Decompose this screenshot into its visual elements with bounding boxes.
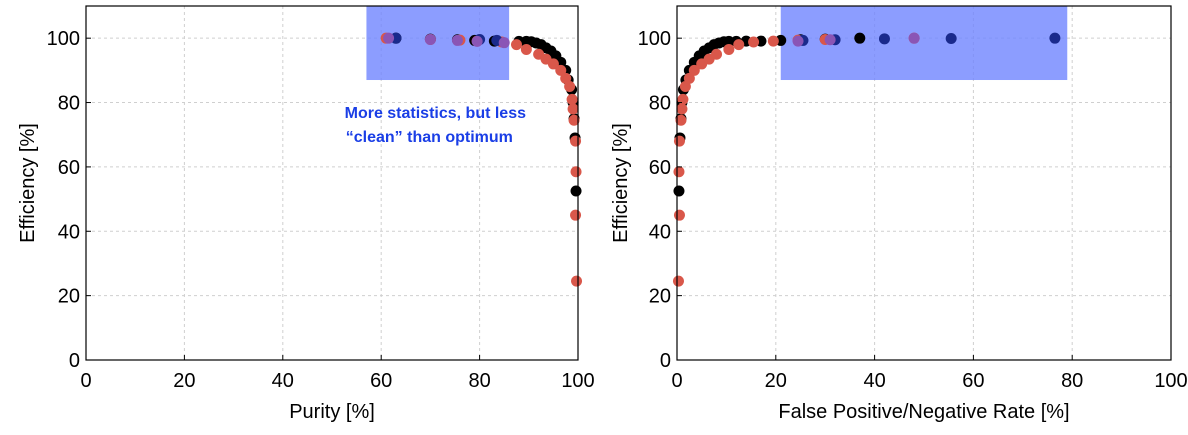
x-tick-label: 40 (272, 370, 294, 392)
data-point (854, 32, 866, 44)
x-tick-label: 20 (765, 370, 787, 392)
data-point (767, 35, 779, 47)
x-tick-label: 60 (962, 370, 984, 392)
y-axis-label: Efficiency [%] (610, 123, 632, 243)
x-axis-label: Purity [%] (289, 401, 375, 423)
data-point (672, 275, 684, 287)
data-point (723, 43, 735, 55)
y-tick-label: 80 (649, 93, 671, 115)
y-tick-label: 40 (649, 221, 671, 243)
data-point (566, 93, 578, 105)
data-point (555, 64, 567, 76)
data-point (792, 35, 804, 47)
data-point (675, 114, 687, 126)
data-point (383, 32, 395, 44)
annotation-text: More statistics, but less (345, 105, 526, 122)
data-point (471, 35, 483, 47)
data-point (564, 80, 576, 92)
x-tick-label: 100 (1154, 370, 1187, 392)
y-tick-label: 20 (58, 286, 80, 308)
data-point (878, 33, 890, 45)
y-tick-label: 80 (58, 93, 80, 115)
y-tick-label: 20 (649, 286, 671, 308)
x-tick-label: 0 (80, 370, 91, 392)
y-tick-label: 60 (58, 157, 80, 179)
data-point (568, 114, 580, 126)
data-point (824, 34, 836, 46)
y-tick-label: 100 (47, 28, 80, 50)
y-tick-label: 100 (638, 28, 671, 50)
y-tick-label: 40 (58, 221, 80, 243)
y-tick-label: 0 (660, 350, 671, 372)
x-tick-label: 80 (1061, 370, 1083, 392)
data-point (945, 33, 957, 45)
data-point (711, 48, 723, 60)
y-tick-label: 0 (69, 350, 80, 372)
data-point (683, 72, 695, 84)
y-tick-label: 60 (649, 157, 671, 179)
purity-efficiency-panel: 0 20 40 60 80 100 0 20 40 60 80 100 Purity [%] Effici… (17, 5, 595, 423)
data-point (673, 185, 685, 197)
x-tick-label: 40 (863, 370, 885, 392)
data-point (570, 209, 582, 221)
data-point (424, 33, 436, 45)
data-point (673, 166, 685, 178)
x-tick-label: 60 (370, 370, 392, 392)
data-point (547, 58, 559, 70)
data-point (733, 39, 745, 51)
data-point (571, 275, 583, 287)
data-point (511, 39, 522, 51)
plot-frame (85, 5, 579, 361)
plot-frame (676, 5, 1172, 361)
data-point (570, 185, 582, 197)
data-point (498, 37, 510, 49)
x-axis-label: False Positive/Negative Rate [%] (778, 401, 1069, 423)
fpr-efficiency-panel: 0 20 40 60 80 100 0 20 40 60 80 100 False Positive/N… (610, 5, 1188, 423)
data-point (677, 93, 689, 105)
y-axis-label: Efficiency [%] (17, 123, 39, 243)
data-point (570, 166, 582, 178)
x-tick-label: 20 (173, 370, 195, 392)
data-point (673, 135, 685, 147)
data-point (748, 36, 760, 48)
annotation-text: “clean” than optimum (346, 129, 513, 146)
data-point (567, 103, 579, 115)
x-tick-label: 100 (561, 370, 594, 392)
data-point (451, 34, 463, 46)
x-tick-label: 80 (468, 370, 490, 392)
x-tick-label: 0 (671, 370, 682, 392)
data-point (688, 64, 700, 76)
data-point (520, 43, 532, 55)
data-point (673, 209, 685, 221)
data-point (1049, 32, 1061, 44)
data-point (570, 135, 582, 147)
data-point (676, 103, 688, 115)
data-point (908, 32, 920, 44)
